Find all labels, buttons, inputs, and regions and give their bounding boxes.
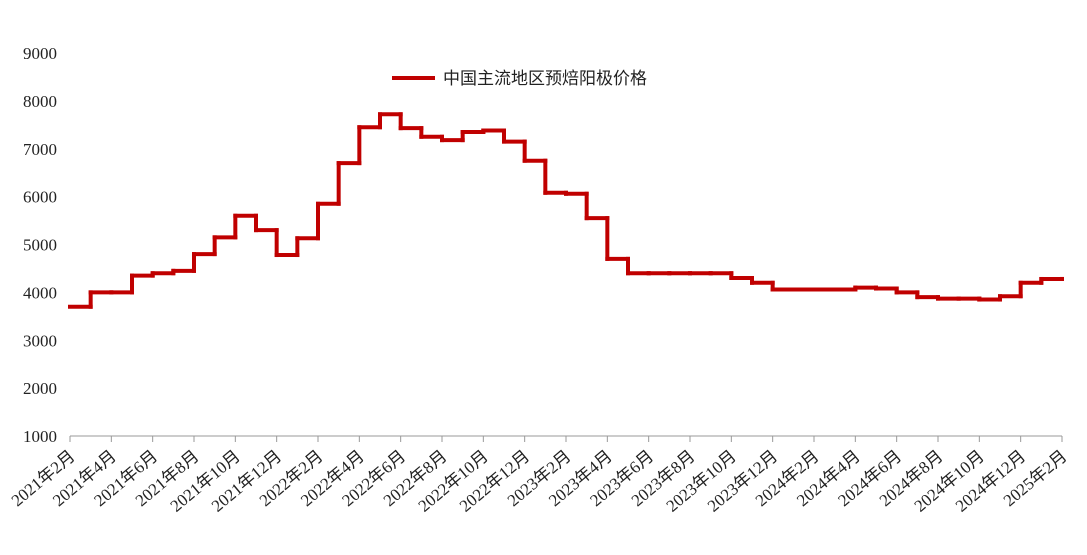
legend-label: 中国主流地区预焙阳极价格 [443, 69, 647, 88]
y-tick-label: 4000 [23, 283, 57, 302]
y-tick-label: 6000 [23, 188, 57, 207]
y-tick-label: 5000 [23, 236, 57, 255]
y-tick-label: 2000 [23, 379, 57, 398]
y-tick-label: 1000 [23, 427, 57, 446]
y-tick-label: 9000 [23, 44, 57, 63]
y-tick-label: 7000 [23, 140, 57, 159]
y-tick-label: 3000 [23, 331, 57, 350]
y-tick-label: 8000 [23, 92, 57, 111]
